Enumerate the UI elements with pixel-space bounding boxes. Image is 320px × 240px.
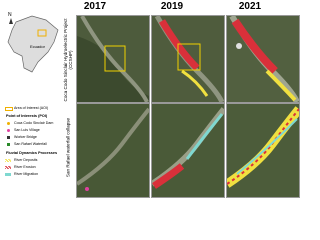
legend-item: Worker Bridge (14, 135, 37, 139)
figure: 2017 2019 2021 Coca Codo Sinclair Hydroe… (5, 1, 300, 198)
satellite-image (76, 15, 150, 103)
satellite-image (151, 15, 225, 103)
aoi-swatch (5, 107, 13, 111)
country-label: Ecuador (30, 44, 46, 49)
process-swatch (5, 159, 11, 162)
legend-title: Point of Interests (POI) (6, 114, 48, 118)
legend-item: River Erosion (14, 165, 36, 169)
satellite-image (226, 103, 300, 198)
satellite-image (151, 103, 225, 198)
poi-marker (7, 136, 10, 139)
satellite-image (226, 15, 300, 103)
process-swatch (5, 173, 11, 176)
process-swatch (5, 166, 11, 169)
row-label: San Rafael waterfall collapse (65, 117, 71, 178)
year-label: 2019 (160, 1, 184, 12)
legend-item: San Luis Village (14, 128, 40, 132)
north-label: N (8, 12, 12, 18)
year-label: 2021 (238, 1, 262, 12)
poi-marker (7, 122, 10, 125)
legend-title: Fluvial Dynamics Processes (6, 151, 58, 155)
poi-marker (7, 143, 10, 146)
row-label: Coca Codo Sinclair Hydroelectric Project… (63, 18, 73, 102)
legend-item: River Migration (14, 172, 39, 176)
satellite-image (76, 103, 150, 198)
poi-marker (7, 129, 10, 132)
legend-item: Area of Interest (AOI) (14, 106, 49, 110)
inset-map: N Ecuador (7, 12, 59, 73)
year-label: 2017 (83, 1, 107, 12)
legend-item: River Deposits (14, 158, 38, 162)
legend-item: San Rafael Waterfall (14, 142, 47, 146)
legend-item: Coca Codo Sinclair Dam (14, 121, 54, 125)
